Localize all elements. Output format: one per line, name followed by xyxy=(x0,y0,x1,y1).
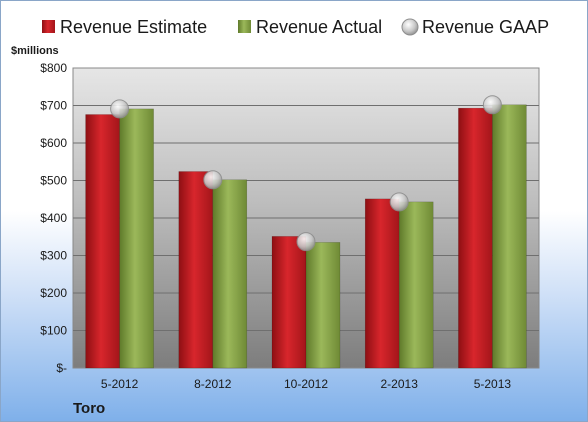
marker-revenue-gaap xyxy=(110,99,130,119)
bar-revenue-actual xyxy=(305,242,341,369)
company-label: Toro xyxy=(73,400,105,417)
x-tick-label: 10-2012 xyxy=(284,377,328,391)
x-tick-label: 8-2012 xyxy=(194,377,232,391)
legend-swatch-revenue-actual xyxy=(238,20,251,33)
legend-swatch-revenue-estimate xyxy=(42,20,55,33)
bar-revenue-actual xyxy=(119,108,154,369)
y-tick-label: $800 xyxy=(40,61,67,75)
bar-revenue-estimate xyxy=(85,114,120,369)
gaap-markers xyxy=(110,95,502,252)
y-tick-label: $700 xyxy=(40,99,67,113)
bar-revenue-estimate xyxy=(178,171,214,369)
bar-revenue-estimate xyxy=(271,236,307,369)
y-tick-label: $400 xyxy=(40,211,67,225)
marker-revenue-gaap xyxy=(482,95,502,115)
y-tick-label: $600 xyxy=(40,136,67,150)
y-tick-label: $300 xyxy=(40,249,67,263)
legend-label-revenue-gaap: Revenue GAAP xyxy=(422,17,549,37)
marker-revenue-gaap xyxy=(203,170,223,190)
y-tick-label: $- xyxy=(56,361,67,375)
bars xyxy=(85,104,527,369)
legend-label-revenue-actual: Revenue Actual xyxy=(256,17,382,37)
marker-revenue-gaap xyxy=(389,192,409,212)
x-axis-ticks: 5-2012 8-2012 10-2012 2-2013 5-2013 xyxy=(101,377,511,391)
legend: Revenue Estimate Revenue Actual Revenue … xyxy=(42,17,549,37)
y-axis-ticks: $- $100 $200 $300 $400 $500 $600 $700 $800 xyxy=(40,61,67,375)
y-tick-label: $200 xyxy=(40,286,67,300)
y-axis-unit-label: $millions xyxy=(11,45,59,57)
legend-marker-revenue-gaap xyxy=(401,18,419,36)
x-tick-label: 5-2012 xyxy=(101,377,139,391)
y-tick-label: $500 xyxy=(40,174,67,188)
marker-revenue-gaap xyxy=(296,232,316,252)
y-tick-label: $100 xyxy=(40,324,67,338)
bar-revenue-actual xyxy=(212,179,248,369)
x-tick-label: 5-2013 xyxy=(474,377,512,391)
bar-revenue-actual xyxy=(492,104,527,369)
x-tick-label: 2-2013 xyxy=(381,377,419,391)
legend-label-revenue-estimate: Revenue Estimate xyxy=(60,17,207,37)
bar-revenue-estimate xyxy=(364,198,400,369)
bar-revenue-actual xyxy=(398,201,434,369)
bar-revenue-estimate xyxy=(458,107,493,369)
